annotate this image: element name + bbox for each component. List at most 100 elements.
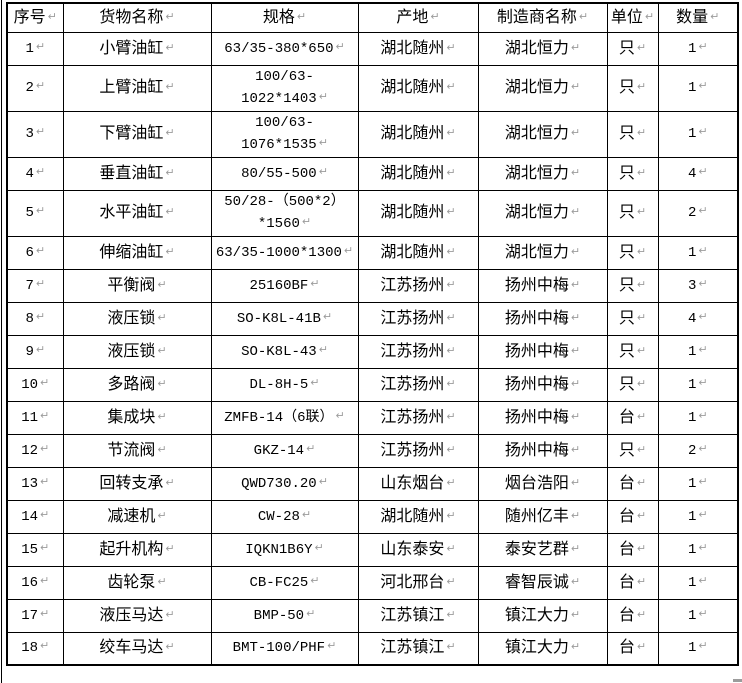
- return-mark: ↵: [165, 80, 175, 93]
- cell-qty: 1 ↵: [657, 31, 739, 66]
- cell-index: 14 ↵: [6, 499, 64, 534]
- cell-origin: 江苏扬州 ↵: [357, 268, 479, 303]
- cell-qty: 1 ↵: [657, 367, 739, 402]
- cell-unit: 只 ↵: [606, 433, 659, 468]
- return-mark: ↵: [430, 9, 440, 23]
- return-mark: ↵: [698, 309, 708, 323]
- cell-manufacturer: 扬州中梅 ↵: [477, 433, 608, 468]
- header-cell-qty: 数量 ↵: [657, 2, 739, 33]
- cell-index: 15 ↵: [6, 532, 64, 567]
- return-mark: ↵: [157, 343, 167, 357]
- cell-origin: 江苏扬州 ↵: [357, 400, 479, 435]
- cell-unit: 只 ↵: [606, 189, 659, 237]
- cell-origin: 河北邢台 ↵: [357, 565, 479, 600]
- return-mark: ↵: [636, 40, 647, 54]
- header-label-index: 序号: [13, 8, 46, 26]
- header-row: 序号 ↵ 货物名称 ↵ 规格 ↵ 产地 ↵ 制造商名称 ↵ 单位 ↵ 数量 ↵: [6, 2, 739, 33]
- return-mark: ↵: [306, 606, 316, 620]
- return-mark: ↵: [570, 80, 581, 93]
- return-mark: ↵: [318, 164, 328, 178]
- return-mark: ↵: [698, 39, 708, 53]
- return-mark: ↵: [698, 441, 708, 455]
- cell-origin: 江苏镇江 ↵: [357, 631, 479, 666]
- return-mark: ↵: [40, 540, 50, 554]
- cell-unit: 只 ↵: [606, 110, 659, 158]
- cell-unit: 台 ↵: [606, 466, 659, 501]
- cell-index: 12 ↵: [6, 433, 64, 468]
- return-mark: ↵: [318, 474, 328, 488]
- return-mark: ↵: [35, 309, 46, 323]
- header-cell-manufacturer: 制造商名称 ↵: [477, 2, 608, 33]
- cell-qty: 1 ↵: [657, 499, 739, 534]
- cell-origin: 湖北随州 ↵: [357, 31, 479, 66]
- return-mark: ↵: [636, 607, 647, 621]
- cell-origin: 湖北随州 ↵: [357, 110, 479, 158]
- cell-origin: 山东泰安 ↵: [357, 532, 479, 567]
- cell-manufacturer: 扬州中梅 ↵: [477, 400, 608, 435]
- return-mark: ↵: [446, 376, 456, 390]
- cell-unit: 台 ↵: [606, 631, 659, 666]
- table-row: 12 ↵ 节流阀 ↵ GKZ-14 ↵ 江苏扬州 ↵ 扬州中梅 ↵ 只 ↵ 2 ↵: [6, 433, 739, 468]
- return-mark: ↵: [35, 125, 46, 138]
- cell-manufacturer: 扬州中梅 ↵: [477, 301, 608, 336]
- cell-name: 液压马达 ↵: [62, 598, 212, 633]
- goods-table: 序号 ↵ 货物名称 ↵ 规格 ↵ 产地 ↵ 制造商名称 ↵ 单位 ↵ 数量 ↵ 1 ↵ 小臂油缸…: [6, 2, 739, 666]
- cell-unit: 台 ↵: [606, 499, 659, 534]
- return-mark: ↵: [636, 126, 647, 139]
- cell-manufacturer: 湖北恒力 ↵: [477, 189, 608, 237]
- cell-name: 液压锁 ↵: [62, 334, 212, 369]
- return-mark: ↵: [446, 244, 456, 258]
- cell-index: 13 ↵: [6, 466, 64, 501]
- cell-manufacturer: 扬州中梅 ↵: [477, 268, 608, 303]
- return-mark: ↵: [698, 164, 708, 178]
- table-row: 10 ↵ 多路阀 ↵ DL-8H-5 ↵ 江苏扬州 ↵ 扬州中梅 ↵ 只 ↵ 1 ↵: [6, 367, 739, 402]
- header-label-origin: 产地: [396, 8, 429, 26]
- cell-unit: 台 ↵: [606, 565, 659, 600]
- cell-name: 多路阀 ↵: [62, 367, 212, 402]
- table-row: 3 ↵ 下臂油缸 ↵ 100/63-1076*1535 ↵ 湖北随州 ↵ 湖北恒力 ↵ 只…: [6, 110, 739, 158]
- return-mark: ↵: [636, 277, 647, 291]
- return-mark: ↵: [35, 79, 46, 92]
- cell-qty: 1 ↵: [657, 565, 739, 600]
- return-mark: ↵: [636, 409, 647, 423]
- table-row: 9 ↵ 液压锁 ↵ SO-K8L-43 ↵ 江苏扬州 ↵ 扬州中梅 ↵ 只 ↵ 1 ↵: [6, 334, 739, 369]
- return-mark: ↵: [40, 639, 50, 653]
- cell-qty: 1 ↵: [657, 64, 739, 112]
- cell-spec: BMP-50 ↵: [210, 598, 359, 633]
- return-mark: ↵: [446, 640, 456, 654]
- return-mark: ↵: [40, 606, 50, 620]
- return-mark: ↵: [570, 508, 581, 522]
- cell-origin: 山东烟台 ↵: [357, 466, 479, 501]
- return-mark: ↵: [636, 80, 647, 93]
- return-mark: ↵: [327, 639, 337, 653]
- return-mark: ↵: [698, 204, 708, 217]
- return-mark: ↵: [636, 165, 647, 179]
- return-mark: ↵: [636, 205, 647, 218]
- cell-name: 下臂油缸 ↵: [62, 110, 212, 158]
- cell-manufacturer: 湖北恒力 ↵: [477, 64, 608, 112]
- return-mark: ↵: [40, 507, 50, 521]
- cell-manufacturer: 湖北恒力 ↵: [477, 235, 608, 270]
- cell-manufacturer: 湖北恒力 ↵: [477, 156, 608, 191]
- return-mark: ↵: [318, 89, 328, 103]
- cell-name: 平衡阀 ↵: [62, 268, 212, 303]
- table-row: 5 ↵ 水平油缸 ↵ 50/28-（500*2） *1560 ↵ 湖北随州 ↵ 湖北恒力…: [6, 189, 739, 237]
- return-mark: ↵: [296, 9, 307, 23]
- return-mark: ↵: [165, 40, 175, 54]
- cell-qty: 1 ↵: [657, 532, 739, 567]
- cell-name: 齿轮泵 ↵: [62, 565, 212, 600]
- cell-spec: GKZ-14 ↵: [210, 433, 359, 468]
- cell-name: 起升机构 ↵: [62, 532, 212, 567]
- return-mark: ↵: [446, 409, 456, 423]
- cell-index: 17 ↵: [6, 598, 64, 633]
- cell-spec: ZMFB-14（6联） ↵: [210, 400, 359, 435]
- cell-spec: CW-28 ↵: [210, 499, 359, 534]
- return-mark: ↵: [40, 375, 50, 389]
- return-mark: ↵: [698, 276, 708, 290]
- return-mark: ↵: [570, 607, 581, 621]
- cell-unit: 只 ↵: [606, 235, 659, 270]
- cell-qty: 1 ↵: [657, 631, 739, 666]
- table-row: 7 ↵ 平衡阀 ↵ 25160BF ↵ 江苏扬州 ↵ 扬州中梅 ↵ 只 ↵ 3 ↵: [6, 268, 739, 303]
- cell-qty: 4 ↵: [657, 301, 739, 336]
- return-mark: ↵: [698, 375, 708, 389]
